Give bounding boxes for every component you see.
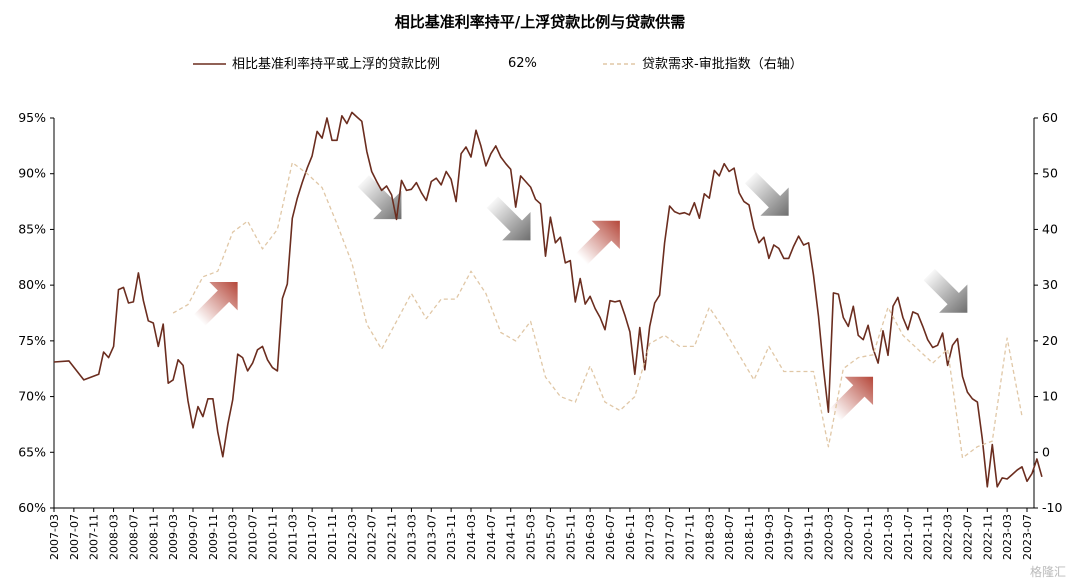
x-tick-label: 2012-03 xyxy=(346,514,359,560)
x-tick-label: 2023-03 xyxy=(1001,514,1014,560)
x-tick-label: 2019-11 xyxy=(803,514,816,560)
arrow-down-icon xyxy=(357,175,402,220)
legend: 相比基准利率持平或上浮的贷款比例 62% 贷款需求-审批指数（右轴） xyxy=(193,56,803,72)
x-tick-label: 2020-07 xyxy=(842,514,855,560)
x-tick-label: 2015-07 xyxy=(544,514,557,560)
y-left-tick-label: 80% xyxy=(18,277,46,292)
axes: 60% 65% 70% 75% 80% 85% 90% 95% -10 0 10 20 30 40 50 60… xyxy=(18,110,1062,560)
arrow-shape xyxy=(576,220,620,265)
arrow-down-icon xyxy=(744,171,789,216)
x-tick-label: 2017-03 xyxy=(644,514,657,560)
y-left-tick-label: 85% xyxy=(18,221,46,236)
series-line-loan-ratio xyxy=(53,111,1043,488)
legend-note: 62% xyxy=(508,56,537,71)
y-left-tick-label: 65% xyxy=(18,444,46,459)
y-right-tick-label: 60 xyxy=(1042,110,1058,125)
y-right-tick-label: 50 xyxy=(1042,166,1058,181)
x-tick-label: 2007-07 xyxy=(68,514,81,560)
arrow-up-icon xyxy=(829,376,874,421)
x-tick-label: 2022-11 xyxy=(981,514,994,560)
x-tick-label: 2013-11 xyxy=(445,514,458,560)
x-tick-label: 2021-07 xyxy=(902,514,915,560)
x-tick-label: 2011-03 xyxy=(286,514,299,560)
x-tick-label: 2015-03 xyxy=(525,514,538,560)
y-right-tick-label: 10 xyxy=(1042,389,1058,404)
arrow-up-icon xyxy=(576,220,620,265)
watermark: 格隆汇 xyxy=(1030,564,1066,579)
x-tick-label: 2018-03 xyxy=(703,514,716,560)
y-left-tick-label: 75% xyxy=(18,333,46,348)
chart-title: 相比基准利率持平/上浮贷款比例与贷款供需 xyxy=(395,13,685,31)
x-tick-label: 2007-11 xyxy=(88,514,101,560)
trend-arrows xyxy=(193,171,968,421)
x-tick-label: 2010-03 xyxy=(227,514,240,560)
legend-label-ratio: 相比基准利率持平或上浮的贷款比例 xyxy=(232,56,440,72)
x-tick-label: 2016-07 xyxy=(604,514,617,560)
arrow-down-icon xyxy=(923,268,968,313)
x-tick-label: 2023-07 xyxy=(1021,514,1034,560)
x-tick-label: 2018-11 xyxy=(743,514,756,560)
x-tick-label: 2017-07 xyxy=(664,514,677,560)
series-line-demand-index xyxy=(172,161,1023,459)
x-tick-label: 2012-11 xyxy=(386,514,399,560)
arrow-shape xyxy=(357,175,402,220)
arrow-shape xyxy=(923,268,968,313)
x-tick-label: 2012-07 xyxy=(366,514,379,560)
x-tick-label: 2011-11 xyxy=(326,514,339,560)
x-tick-label: 2009-07 xyxy=(187,514,200,560)
x-tick-label: 2022-03 xyxy=(942,514,955,560)
x-tick-label: 2010-07 xyxy=(247,514,260,560)
y-right-tick-label: -10 xyxy=(1042,500,1062,515)
y-left-tick-label: 60% xyxy=(18,500,46,515)
x-tick-label: 2020-11 xyxy=(862,514,875,560)
x-tick-label: 2008-03 xyxy=(108,514,121,560)
legend-label-index: 贷款需求-审批指数（右轴） xyxy=(642,57,803,72)
x-tick-label: 2015-11 xyxy=(564,514,577,560)
x-tick-label: 2019-07 xyxy=(783,514,796,560)
y-left-tick-label: 90% xyxy=(18,166,46,181)
x-tick-label: 2017-11 xyxy=(683,514,696,560)
y-left-tick-label: 95% xyxy=(18,110,46,125)
x-tick-label: 2021-11 xyxy=(922,514,935,560)
x-tick-label: 2013-07 xyxy=(425,514,438,560)
arrow-down-icon xyxy=(486,196,531,241)
x-tick-label: 2008-11 xyxy=(147,514,160,560)
arrow-shape xyxy=(486,196,531,241)
x-tick-label: 2014-07 xyxy=(485,514,498,560)
y-right-tick-label: 0 xyxy=(1042,444,1050,459)
x-tick-label: 2014-03 xyxy=(465,514,478,560)
arrow-up-icon xyxy=(193,282,238,326)
x-tick-label: 2009-03 xyxy=(167,514,180,560)
x-tick-label: 2020-03 xyxy=(822,514,835,560)
x-tick-label: 2019-03 xyxy=(763,514,776,560)
x-tick-label: 2007-03 xyxy=(48,514,61,560)
x-tick-label: 2016-03 xyxy=(584,514,597,560)
series-lines xyxy=(53,111,1043,488)
x-tick-label: 2022-07 xyxy=(961,514,974,560)
y-right-tick-label: 40 xyxy=(1042,221,1058,236)
x-tick-label: 2011-07 xyxy=(306,514,319,560)
arrow-shape xyxy=(193,282,238,326)
x-tick-label: 2016-11 xyxy=(624,514,637,560)
y-right-tick-label: 20 xyxy=(1042,333,1058,348)
x-tick-label: 2013-03 xyxy=(405,514,418,560)
x-tick-label: 2010-11 xyxy=(266,514,279,560)
x-tick-label: 2009-11 xyxy=(207,514,220,560)
arrow-shape xyxy=(744,171,789,216)
x-tick-label: 2021-03 xyxy=(882,514,895,560)
x-tick-label: 2018-07 xyxy=(723,514,736,560)
x-tick-label: 2014-11 xyxy=(505,514,518,560)
y-right-tick-label: 30 xyxy=(1042,277,1058,292)
arrow-shape xyxy=(829,376,874,421)
x-tick-label: 2008-07 xyxy=(127,514,140,560)
y-left-tick-label: 70% xyxy=(18,389,46,404)
